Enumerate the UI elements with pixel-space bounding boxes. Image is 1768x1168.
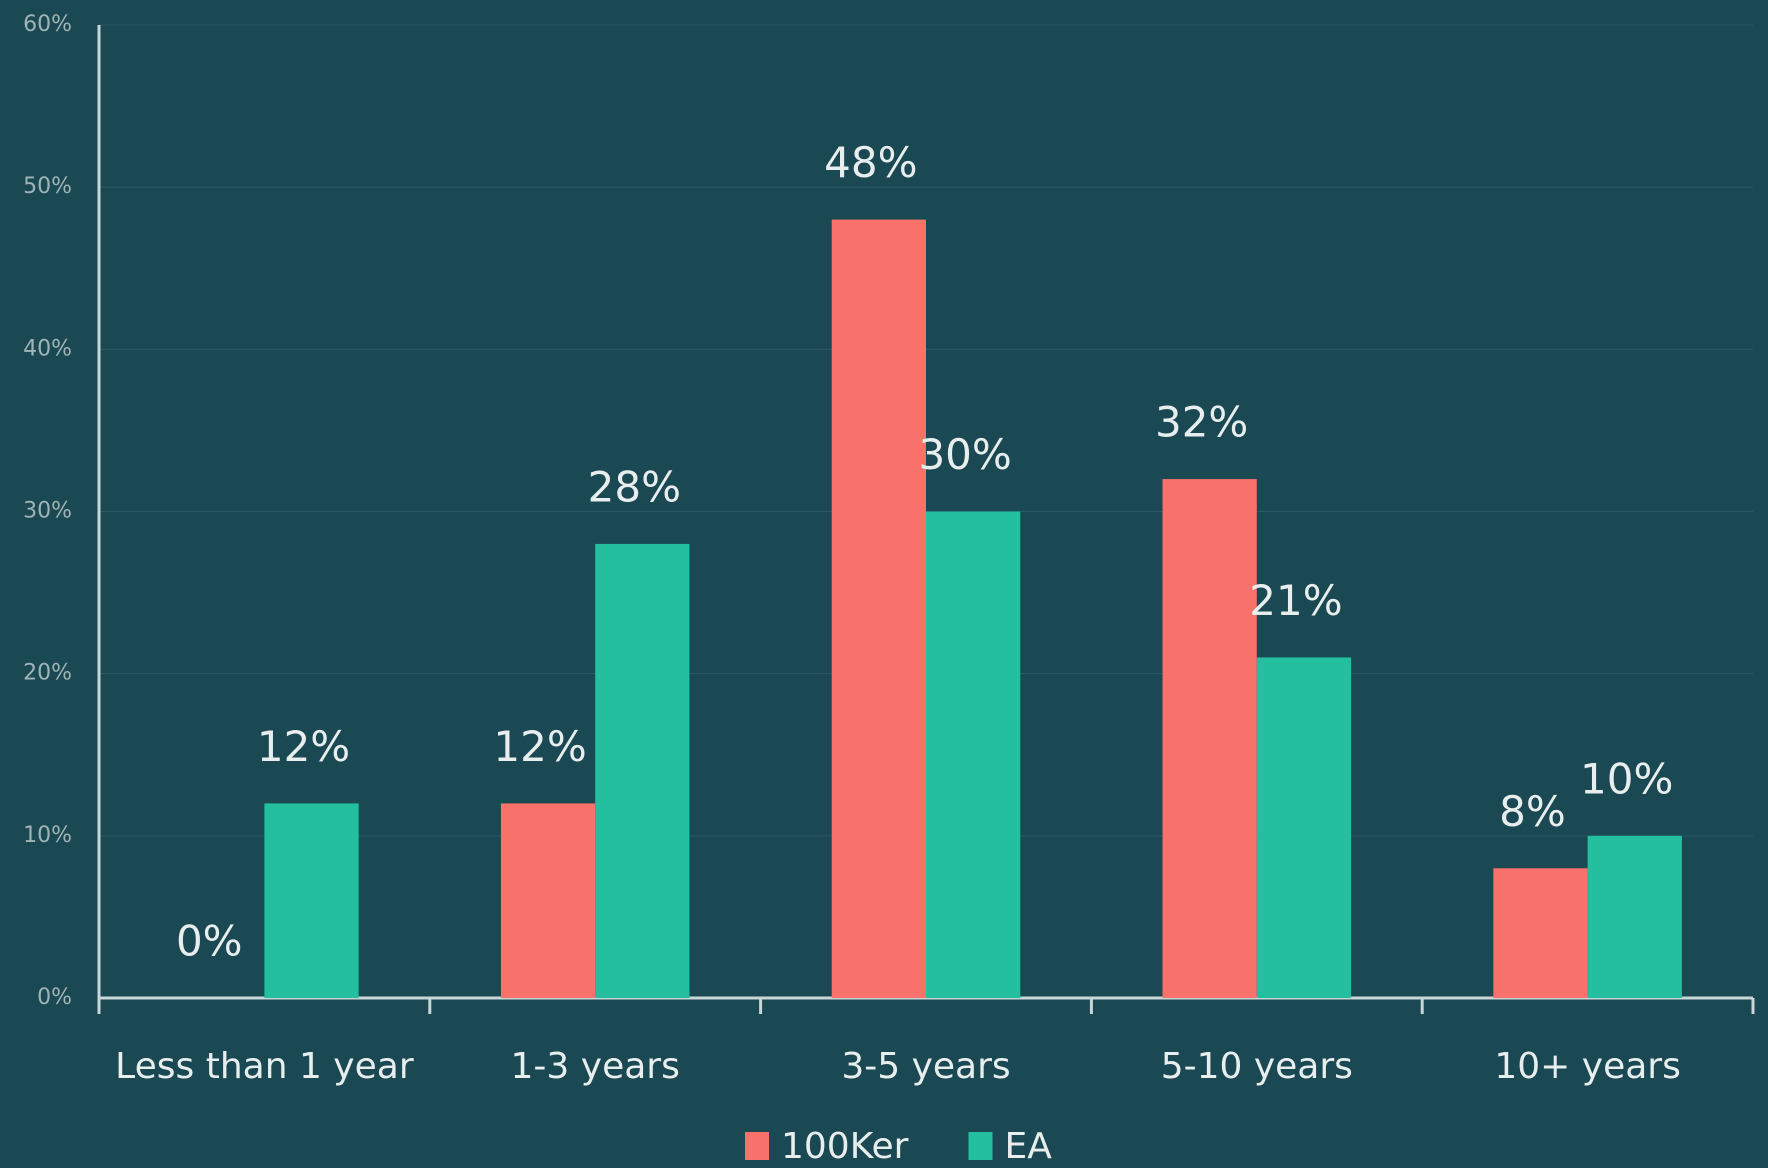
bar: [595, 543, 690, 998]
bar: [1493, 868, 1588, 998]
legend-label: EA: [1004, 1126, 1052, 1167]
bar: [500, 803, 596, 998]
value-label: 0%: [176, 917, 243, 966]
x-tick-label: 1-3 years: [511, 1046, 680, 1087]
bar: [264, 803, 359, 998]
x-tick-label: 5-10 years: [1161, 1046, 1353, 1087]
legend-label: 100Ker: [781, 1126, 909, 1167]
value-label: 28%: [588, 462, 681, 511]
legend-swatch: [745, 1132, 769, 1160]
y-tick-label: 40%: [23, 336, 72, 361]
x-tick-label: Less than 1 year: [115, 1046, 414, 1087]
y-tick-label: 20%: [23, 661, 72, 686]
value-label: 10%: [1580, 754, 1673, 803]
y-tick-label: 50%: [23, 174, 72, 199]
value-label: 32%: [1155, 398, 1248, 447]
y-tick-label: 30%: [23, 499, 72, 524]
bar: [1162, 479, 1257, 999]
bar: [831, 219, 926, 999]
bar: [1587, 835, 1682, 998]
value-label: 12%: [257, 722, 350, 771]
y-tick-label: 60%: [23, 12, 72, 37]
value-label: 21%: [1249, 576, 1342, 625]
bar: [1256, 657, 1352, 998]
value-label: 48%: [824, 138, 917, 187]
y-tick-label: 0%: [37, 985, 72, 1010]
x-tick-label: 3-5 years: [841, 1046, 1010, 1087]
value-label: 12%: [493, 722, 586, 771]
legend-swatch: [968, 1132, 993, 1160]
y-tick-label: 10%: [23, 823, 72, 848]
x-tick-label: 10+ years: [1494, 1046, 1681, 1087]
value-label: 8%: [1499, 787, 1566, 836]
bar: [926, 511, 1021, 998]
value-label: 30%: [918, 430, 1011, 479]
